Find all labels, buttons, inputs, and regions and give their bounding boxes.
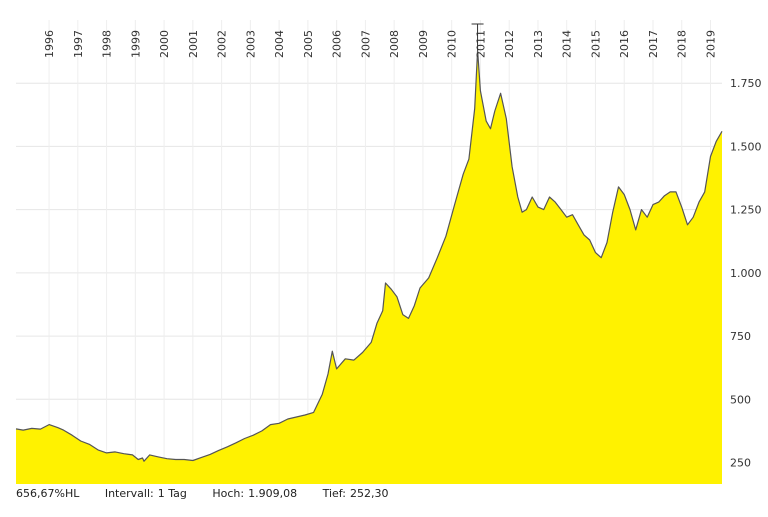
x-tick-label: 1998 bbox=[101, 30, 114, 58]
series-line bbox=[15, 49, 723, 462]
x-tick-label: 2010 bbox=[446, 30, 459, 58]
interval-label: Intervall: bbox=[104, 487, 154, 500]
low-value: 252,30 bbox=[349, 487, 389, 500]
y-axis-ticks: 250 500 750 1.000 1.250 1.500 1.750 bbox=[730, 77, 762, 469]
y-tick-label: 500 bbox=[730, 393, 751, 406]
x-tick-label: 2000 bbox=[158, 30, 171, 58]
x-tick-label: 2003 bbox=[244, 30, 257, 58]
x-tick-label: 2005 bbox=[302, 30, 315, 58]
x-tick-label: 2006 bbox=[331, 30, 344, 58]
x-tick-label: 1997 bbox=[72, 30, 85, 58]
x-tick-label: 2004 bbox=[273, 30, 286, 58]
high-value: 1.909,08 bbox=[248, 487, 298, 500]
x-tick-label: 2016 bbox=[618, 30, 631, 58]
x-tick-label: 2002 bbox=[216, 30, 229, 58]
x-tick-label: 2001 bbox=[187, 30, 200, 58]
series-area bbox=[16, 50, 722, 485]
high-label: Hoch: bbox=[212, 487, 245, 500]
performance-value: 656,67%HL bbox=[16, 487, 80, 500]
x-tick-label: 2012 bbox=[503, 30, 516, 58]
x-tick-label: 2013 bbox=[532, 30, 545, 58]
y-tick-label: 1.500 bbox=[730, 140, 762, 153]
x-tick-label: 2011 bbox=[474, 30, 487, 58]
x-tick-label: 2009 bbox=[417, 30, 430, 58]
y-tick-label: 1.250 bbox=[730, 204, 762, 217]
x-tick-label: 2015 bbox=[589, 30, 602, 58]
y-tick-label: 750 bbox=[730, 330, 751, 343]
y-tick-label: 250 bbox=[730, 457, 751, 470]
x-tick-label: 2017 bbox=[647, 30, 660, 58]
interval-value: 1 Tag bbox=[157, 487, 187, 500]
x-axis-ticks: 1996 1997 1998 1999 2000 2001 2002 2003 2004 2005… bbox=[43, 30, 717, 58]
price-chart: 1996 1997 1998 1999 2000 2001 2002 2003 2004 2005… bbox=[15, 20, 762, 485]
area-layer bbox=[15, 23, 723, 485]
chart-footer: 656,67%HL Intervall: 1 Tag Hoch: 1.909,08 … bbox=[16, 487, 410, 503]
y-tick-label: 1.750 bbox=[730, 77, 762, 90]
x-tick-label: 2018 bbox=[676, 30, 689, 58]
x-tick-label: 1999 bbox=[129, 30, 142, 58]
x-tick-label: 1996 bbox=[43, 30, 56, 58]
low-label: Tief: bbox=[322, 487, 346, 500]
x-tick-label: 2008 bbox=[388, 30, 401, 58]
x-tick-label: 2014 bbox=[561, 30, 574, 58]
x-tick-label: 2007 bbox=[359, 30, 372, 58]
y-tick-label: 1.000 bbox=[730, 267, 762, 280]
x-tick-label: 2019 bbox=[704, 30, 717, 58]
